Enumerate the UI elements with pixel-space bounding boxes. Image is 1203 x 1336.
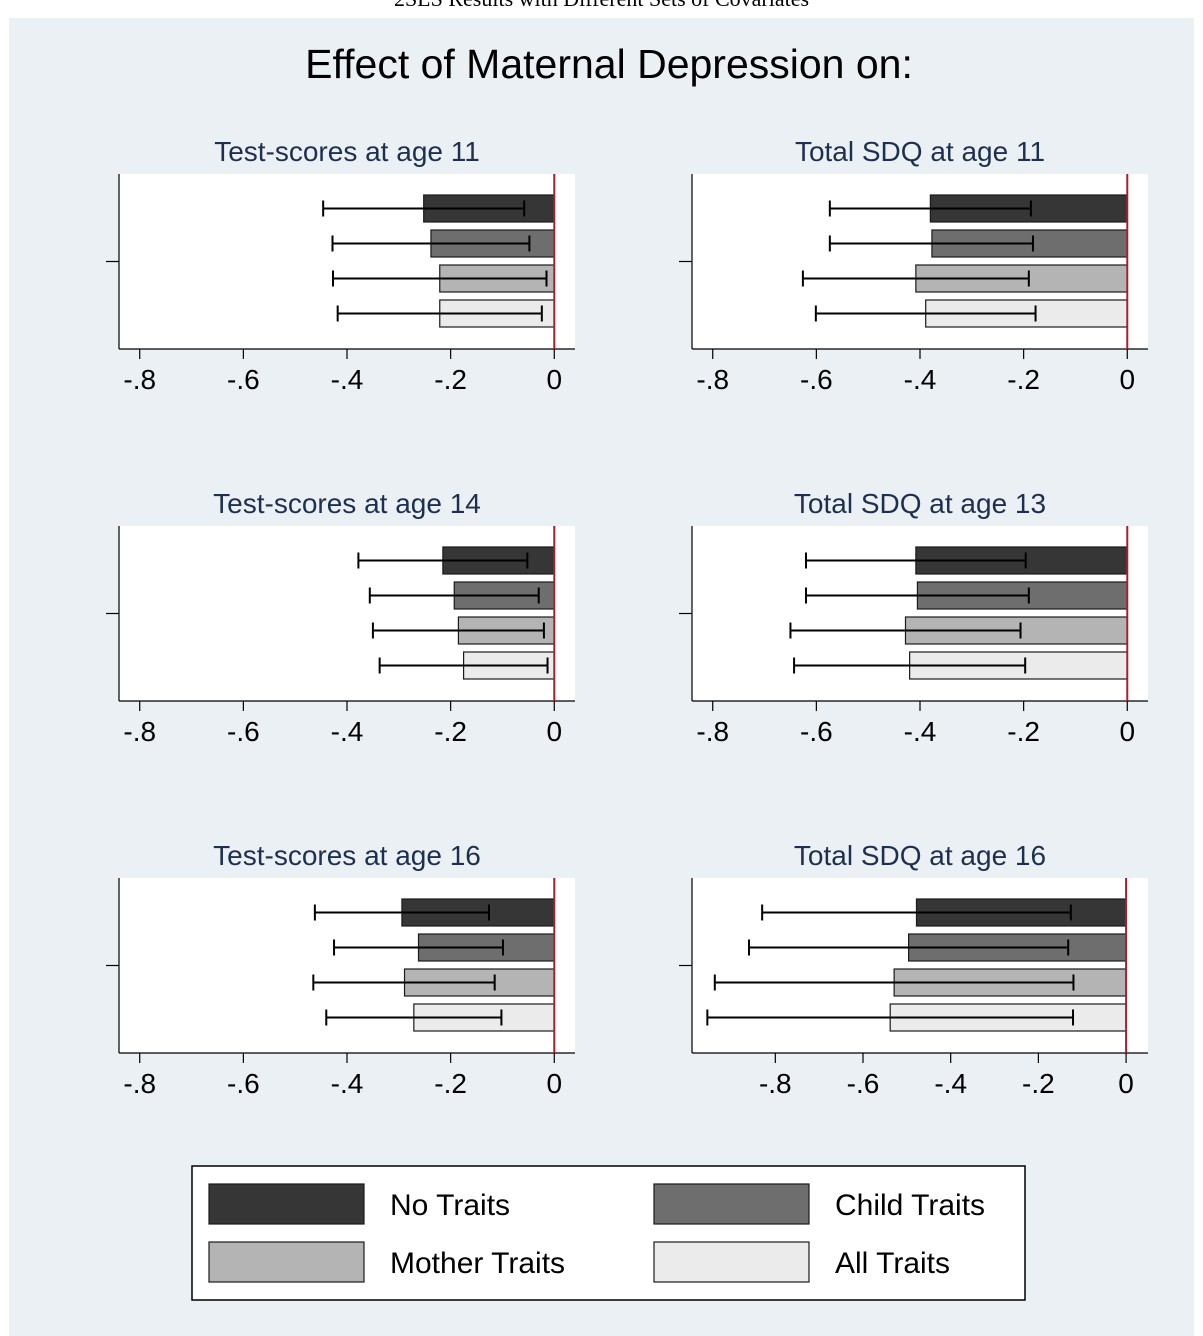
x-tick-label: -.4 [331,1068,364,1099]
legend-swatch [208,1241,365,1283]
panel-title: Test-scores at age 16 [213,840,481,871]
x-tick-label: -.8 [696,716,729,747]
x-tick-label: -.6 [800,364,833,395]
x-tick-label: -.4 [904,716,937,747]
panel-4: Total SDQ at age 13 -.8 -.6 -.4 -.2 0 [679,488,1148,747]
x-tick-label: 0 [546,716,562,747]
panel-5: Test-scores at age 16 -.8 -.6 -.4 -.2 0 [106,840,575,1099]
x-tick-label: 0 [546,1068,562,1099]
x-tick-label: 0 [1119,364,1135,395]
x-tick-label: -.8 [696,364,729,395]
x-tick-label: -.2 [1007,364,1040,395]
x-tick-label: -.8 [123,364,156,395]
legend-swatch [208,1183,365,1225]
panel-title: Total SDQ at age 13 [794,488,1046,519]
panel-title: Test-scores at age 11 [214,136,480,167]
x-tick-label: 0 [1118,1068,1134,1099]
x-tick-label: -.8 [759,1068,792,1099]
legend-label: All Traits [835,1247,950,1280]
legend-swatch [653,1241,810,1283]
legend-label: Child Traits [835,1189,985,1222]
panel-title: Test-scores at age 14 [213,488,481,519]
x-tick-label: -.4 [331,716,364,747]
x-tick-label: -.6 [800,716,833,747]
panel-6: Total SDQ at age 16 -.8 -.6 -.4 -.2 0 [679,840,1148,1099]
legend-swatch [653,1183,810,1225]
x-tick-label: 0 [546,364,562,395]
figure-caption: 2SLS Results with Different Sets of Cova… [0,0,1203,12]
main-title: Effect of Maternal Depression on: [305,41,913,87]
figure: Effect of Maternal Depression on: Test-s… [9,18,1194,1336]
legend-label: Mother Traits [390,1247,565,1280]
x-tick-label: -.4 [331,364,364,395]
panel-3: Test-scores at age 14 -.8 -.6 -.4 -.2 0 [106,488,575,747]
x-tick-label: -.2 [1022,1068,1055,1099]
x-tick-label: -.4 [934,1068,967,1099]
x-tick-label: -.2 [434,716,467,747]
x-tick-label: -.6 [227,1068,260,1099]
legend: No Traits Child Traits Mother Traits All Tr… [191,1165,1026,1301]
x-tick-label: -.4 [904,364,937,395]
panels: Test-scores at age 11-.8 -.6 -.4 -.2 0Total … [106,136,1148,1099]
x-tick-label: -.8 [123,716,156,747]
x-tick-label: -.2 [1007,716,1040,747]
panel-2: Total SDQ at age 11 -.8 -.6 -.4 -.2 0 [679,136,1148,395]
x-tick-label: -.6 [227,716,260,747]
x-tick-label: -.2 [434,364,467,395]
legend-label: No Traits [390,1189,510,1222]
x-tick-label: -.2 [434,1068,467,1099]
panel-title: Total SDQ at age 11 [795,136,1045,167]
x-tick-label: 0 [1119,716,1135,747]
panel-title: Total SDQ at age 16 [794,840,1046,871]
x-tick-label: -.8 [123,1068,156,1099]
x-tick-label: -.6 [227,364,260,395]
x-tick-label: -.6 [847,1068,880,1099]
chart-area: Effect of Maternal Depression on: Test-s… [106,41,1148,1301]
panel-1: Test-scores at age 11 -.8 -.6 -.4 -.2 0 [106,136,575,395]
